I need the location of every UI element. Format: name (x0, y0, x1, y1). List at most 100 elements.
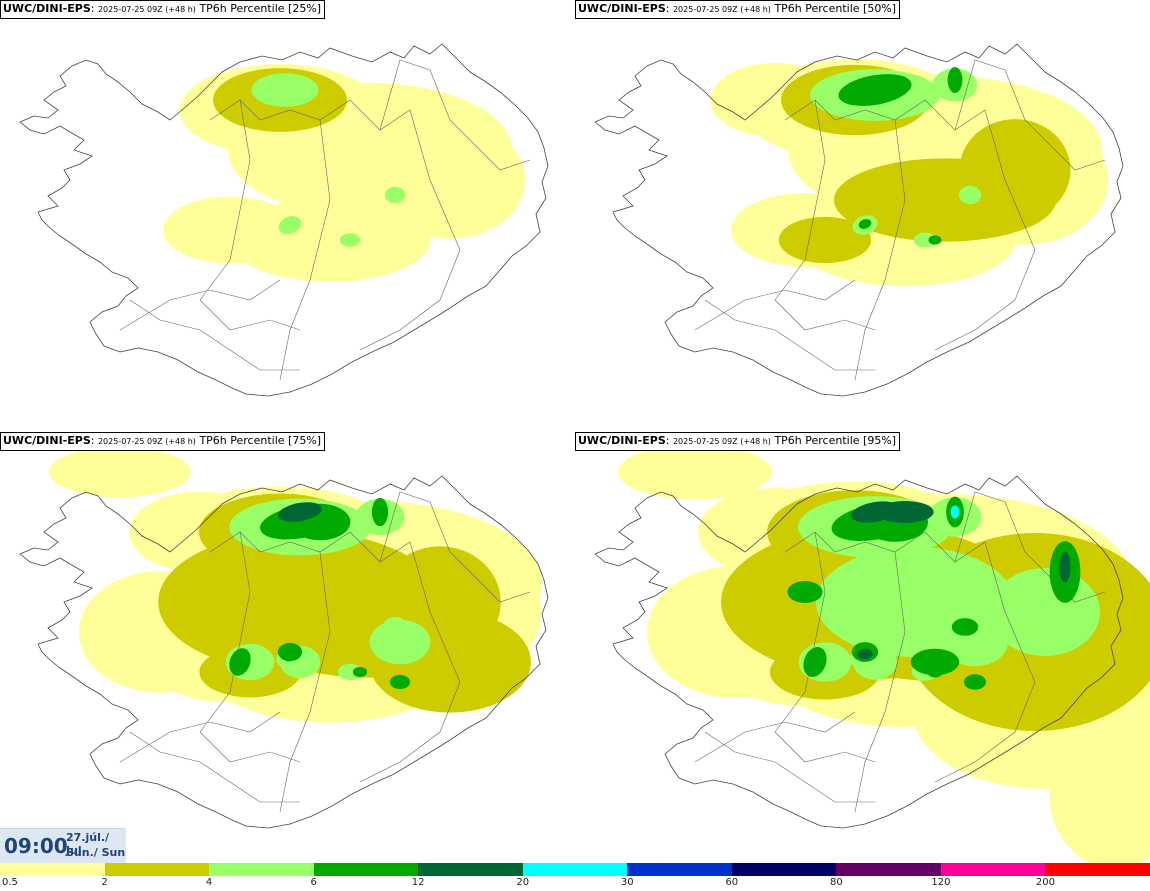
road-line (934, 109, 1036, 351)
road-line (704, 731, 875, 803)
precip-area-green (352, 666, 368, 678)
coastline (19, 43, 549, 397)
precip-area-dark-green (1059, 551, 1071, 583)
map-panel-p95: UWC/DINI-EPS: 2025-07-25 09Z (+48 h) TP6… (575, 432, 1150, 864)
colorbar-label: 6 (310, 877, 317, 888)
road-line (704, 299, 875, 371)
map-panel-p25: UWC/DINI-EPS: 2025-07-25 09Z (+48 h) TP6… (0, 0, 575, 432)
precip-area-light-green (369, 619, 431, 665)
precip-area-green (838, 74, 912, 106)
field-name: TP6h Percentile [75%] (199, 434, 322, 447)
colorbar-label: 2 (101, 877, 108, 888)
field-name: TP6h Percentile [95%] (774, 434, 897, 447)
precip-area-light-green (816, 547, 1014, 657)
colorbar-swatch (627, 863, 733, 876)
precip-area-light-green (384, 186, 406, 204)
colorbar-label: 12 (411, 877, 425, 888)
precip-area-light-green (251, 73, 319, 107)
precip-area-green (389, 674, 411, 690)
precip-area-light-yellow (618, 444, 772, 500)
road-line (359, 541, 461, 783)
precip-area-cyan (950, 505, 960, 519)
panel-title: UWC/DINI-EPS: 2025-07-25 09Z (+48 h) TP6… (0, 432, 326, 451)
colorbar-swatch (209, 863, 315, 876)
road-line (199, 299, 301, 331)
road-line (279, 551, 331, 813)
colorbar-swatch (1045, 863, 1150, 876)
colorbar-label: 0.5 (2, 877, 18, 888)
road-line (199, 731, 301, 763)
precip-area-green (928, 235, 942, 245)
road-line (359, 109, 461, 351)
road-line (774, 299, 876, 331)
road-line (379, 491, 531, 603)
road-line (119, 279, 281, 331)
colorbar-swatch (836, 863, 942, 876)
road-line (199, 99, 251, 301)
precip-area-light-green (913, 232, 937, 248)
field-name: TP6h Percentile [50%] (774, 2, 897, 15)
run-info: 2025-07-25 09Z (+48 h) (97, 5, 196, 14)
map-panel-p50: UWC/DINI-EPS: 2025-07-25 09Z (+48 h) TP6… (575, 0, 1150, 432)
colorbar-label: 4 (205, 877, 213, 888)
precip-area-light-green (958, 185, 982, 205)
field-name: TP6h Percentile [25%] (199, 2, 322, 15)
precip-area-dark-green (876, 501, 934, 523)
colorbar-swatch (418, 863, 524, 876)
valid-date-line1: 27.júl./ Jul (66, 831, 110, 857)
precip-area-light-yellow (1049, 715, 1150, 864)
panel-title: UWC/DINI-EPS: 2025-07-25 09Z (+48 h) TP6… (575, 0, 901, 19)
road-line (199, 531, 251, 733)
colorbar-swatch (104, 863, 210, 876)
precip-map (19, 446, 549, 829)
panel-title: UWC/DINI-EPS: 2025-07-25 09Z (+48 h) TP6… (575, 432, 901, 451)
precip-area-green (371, 497, 389, 527)
model-name: UWC/DINI-EPS (3, 434, 91, 447)
colorbar-swatch (313, 863, 419, 876)
road-line (774, 531, 826, 733)
colorbar-label: 30 (620, 877, 634, 888)
valid-time-box: 09:00 27.júl./ Jul Sun./ Sun (0, 828, 126, 863)
coastline (594, 475, 1124, 829)
model-name: UWC/DINI-EPS (3, 2, 91, 15)
coastline (19, 475, 549, 829)
precip-area-green (951, 618, 979, 636)
colorbar-label: 200 (1035, 877, 1055, 888)
road-line (694, 279, 856, 331)
precip-area-green (964, 674, 986, 690)
road-line (954, 59, 1106, 171)
model-name: UWC/DINI-EPS (578, 434, 666, 447)
coastline (594, 43, 1124, 397)
road-line (774, 731, 876, 763)
road-line (129, 731, 300, 803)
colorbar-label: 60 (725, 877, 739, 888)
precip-area-light-green (990, 568, 1100, 656)
colorbar-swatch (522, 863, 628, 876)
precip-area-olive (778, 216, 872, 264)
valid-time-clock: 09:00 (4, 834, 68, 858)
precip-map (594, 43, 1124, 397)
precip-area-green (277, 642, 303, 662)
road-line (209, 99, 411, 131)
road-line (784, 99, 986, 131)
precip-area-light-yellow (229, 198, 431, 282)
colorbar-swatch (0, 863, 106, 876)
precip-area-light-yellow (374, 121, 526, 239)
panel-title: UWC/DINI-EPS: 2025-07-25 09Z (+48 h) TP6… (0, 0, 326, 19)
colorbar-swatch (940, 863, 1046, 876)
precip-colorbar: 0.5 2 4 6 12 20 30 60 80 120 200 (0, 862, 1150, 891)
precip-area-green (947, 67, 963, 93)
road-line (774, 99, 826, 301)
precip-map (19, 43, 549, 397)
map-panel-p75: UWC/DINI-EPS: 2025-07-25 09Z (+48 h) TP6… (0, 432, 575, 864)
colorbar-swatch (731, 863, 837, 876)
road-line (129, 299, 300, 371)
precip-area-green (858, 219, 872, 229)
precip-area-light-yellow (49, 446, 191, 498)
road-line (934, 541, 1036, 783)
precip-area-light-green (278, 216, 302, 234)
colorbar-label: 120 (931, 877, 951, 888)
precip-map (594, 444, 1150, 864)
road-line (854, 119, 906, 381)
road-line (784, 531, 986, 563)
